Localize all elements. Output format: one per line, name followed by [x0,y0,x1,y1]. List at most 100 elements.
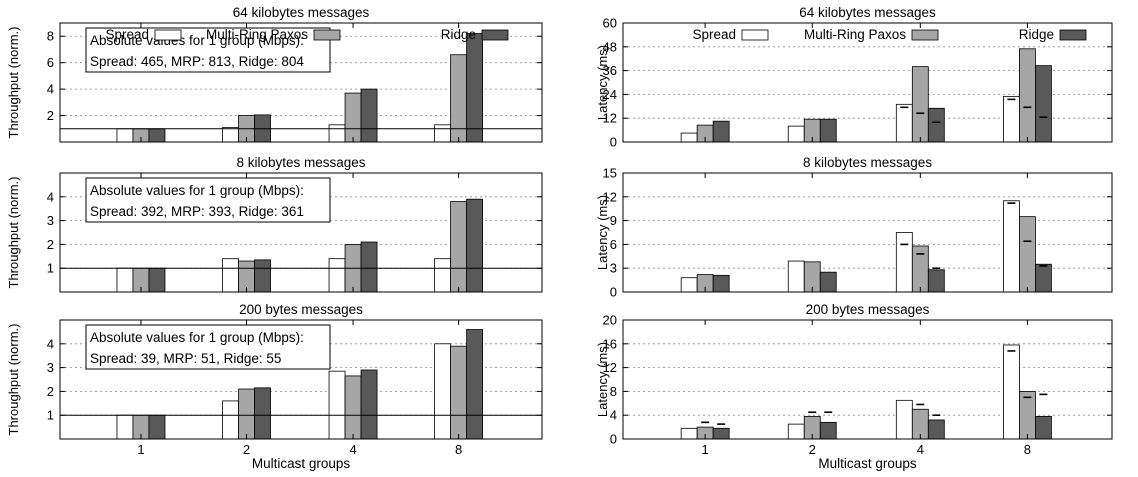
x-tick-label: 2 [243,442,250,457]
y-tick-label: 1 [47,408,54,423]
bar-multi-ring-paxos [344,375,362,440]
y-tick-label: 48 [603,39,617,54]
bar-spread [328,124,346,143]
y-tick-label: 12 [603,189,617,204]
bar-ridge [819,271,837,293]
bar-multi-ring-paxos [450,201,468,293]
bar-spread [434,258,452,293]
legend-swatch [154,29,182,41]
bar-multi-ring-paxos [1019,390,1036,440]
bar-ridge [712,120,730,143]
bar-spread [434,124,452,143]
chart-panel-2: 1 2 3 4 8 kilobytes messages Throughput (norm… [6,155,543,293]
plot-frame [622,172,1113,293]
y-tick-label: 12 [603,111,617,126]
legend-swatch [741,29,769,41]
y-tick-label: 20 [603,313,617,328]
bar-ridge [1035,263,1052,293]
bar-multi-ring-paxos [911,245,929,293]
legend-swatch [911,29,939,41]
y-tick-label: 9 [610,213,617,228]
bar-spread [895,232,913,293]
y-axis-label: Throughput (norm.) [6,27,21,139]
bar-multi-ring-paxos [450,345,468,440]
bar-spread [1003,344,1020,440]
y-tick-label: 24 [603,87,617,102]
bar-spread [680,427,698,440]
panel-title: 200 bytes messages [806,302,930,317]
chart-panel-1: 0 12 24 36 48 60 64 kilobytes messages Latency … [595,5,1113,150]
annotation-line: Spread: 39, MRP: 51, Ridge: 55 [90,351,281,366]
plot-frame [59,172,543,293]
bar-spread [895,103,913,143]
bar-multi-ring-paxos [1019,216,1036,293]
y-tick-label: 4 [47,189,54,204]
plot-frame [622,22,1113,143]
y-tick-label: 12 [603,360,617,375]
bar-spread [434,343,452,440]
bar-ridge [254,259,271,293]
y-tick-label: 15 [603,166,617,181]
bar-ridge [466,329,484,440]
bar-ridge [1035,415,1052,440]
y-axis-label: Latency (ms) [595,342,610,417]
x-axis-label: Multicast groups [252,456,351,471]
y-tick-label: 1 [47,261,54,276]
x-tick-label: 2 [809,442,816,457]
y-tick-label: 16 [603,336,617,351]
legend: Spread Multi-Ring Paxos Ridge [692,27,1087,42]
bar-multi-ring-paxos [238,388,255,440]
y-axis-label: Latency (ms) [595,195,610,270]
bar-spread [222,127,239,143]
legend-swatch [313,29,341,41]
legend-swatch [481,29,509,41]
bar-spread [222,258,239,293]
bar-spread [895,399,913,440]
bar-spread [328,258,346,293]
x-tick-label: 1 [702,442,709,457]
bar-multi-ring-paxos [344,92,362,143]
bar-spread [222,400,239,440]
chart-panel-3: 0 3 6 9 12 15 8 kilobytes messages Latency (ms) [595,155,1113,300]
y-tick-label: 2 [47,237,54,252]
bar-spread [328,370,346,440]
annotation-line: Absolute values for 1 group (Mbps): [90,330,304,345]
legend-label: Ridge [441,27,476,42]
y-tick-label: 2 [47,384,54,399]
panel-title: 8 kilobytes messages [803,155,932,170]
bar-spread [116,267,134,293]
bar-spread [787,260,805,293]
bar-spread [680,132,698,143]
bar-spread [1003,200,1020,293]
bar-ridge [254,387,271,440]
plot-frame [59,319,543,440]
panel-title: 64 kilobytes messages [799,5,936,20]
legend: Spread Multi-Ring Paxos Ridge [105,27,509,42]
y-tick-label: 60 [603,16,617,31]
bar-ridge [927,419,945,440]
bar-ridge [360,88,378,143]
x-tick-label: 4 [917,442,924,457]
bar-ridge [360,369,378,440]
bar-ridge [712,427,730,440]
x-tick-label: 4 [349,442,356,457]
y-tick-label: 0 [610,432,617,447]
bar-ridge [360,241,378,293]
bar-spread [787,423,805,440]
chart-panel-0: 2 4 6 8 64 kilobytes messages Throughput (nor… [6,5,543,143]
y-tick-label: 36 [603,63,617,78]
y-tick-label: 6 [610,237,617,252]
legend-label: Ridge [1019,27,1054,42]
y-tick-label: 0 [610,135,617,150]
bar-spread [1003,95,1020,143]
bar-ridge [819,421,837,440]
y-tick-label: 8 [610,384,617,399]
legend-label: Spread [105,27,149,42]
bar-multi-ring-paxos [911,66,929,143]
panel-title: 8 kilobytes messages [236,155,365,170]
bar-ridge [148,267,166,293]
panel-title: 200 bytes messages [239,302,363,317]
y-axis-label: Throughput (norm.) [6,177,21,289]
y-tick-label: 2 [47,108,54,123]
